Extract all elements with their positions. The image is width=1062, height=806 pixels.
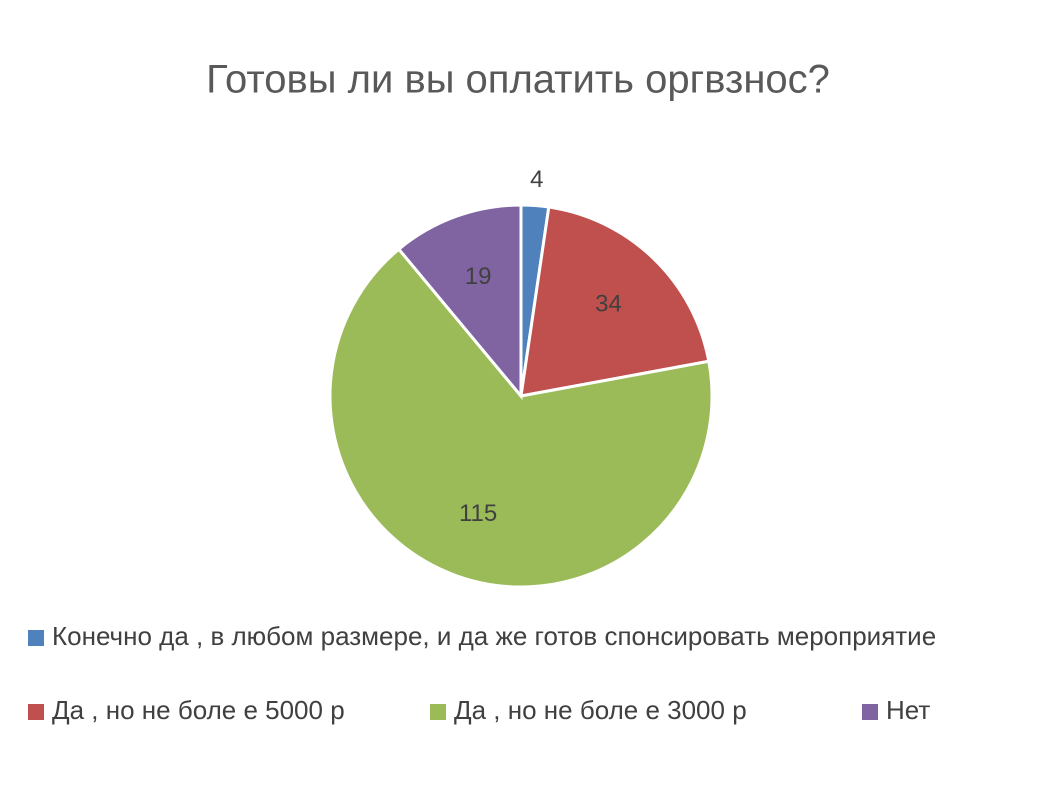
chart-title: Готовы ли вы оплатить оргвзнос? (206, 58, 830, 102)
data-label: 115 (459, 500, 497, 527)
legend-swatch (28, 630, 44, 646)
pie-slice (519, 205, 711, 398)
legend-label: Да , но не боле е 3000 р (454, 695, 747, 725)
legend-label: Конечно да , в любом размере, и да же го… (52, 621, 936, 651)
data-label: 4 (530, 166, 543, 193)
pie-slice (328, 247, 714, 589)
legend-label: Нет (886, 695, 930, 725)
pie-slice (396, 203, 523, 401)
legend-swatch (28, 704, 44, 720)
legend-swatch (862, 704, 878, 720)
legend-swatch (430, 704, 446, 720)
data-label: 34 (595, 291, 622, 318)
legend-label: Да , но не боле е 5000 р (52, 695, 345, 725)
data-label: 19 (465, 263, 492, 290)
